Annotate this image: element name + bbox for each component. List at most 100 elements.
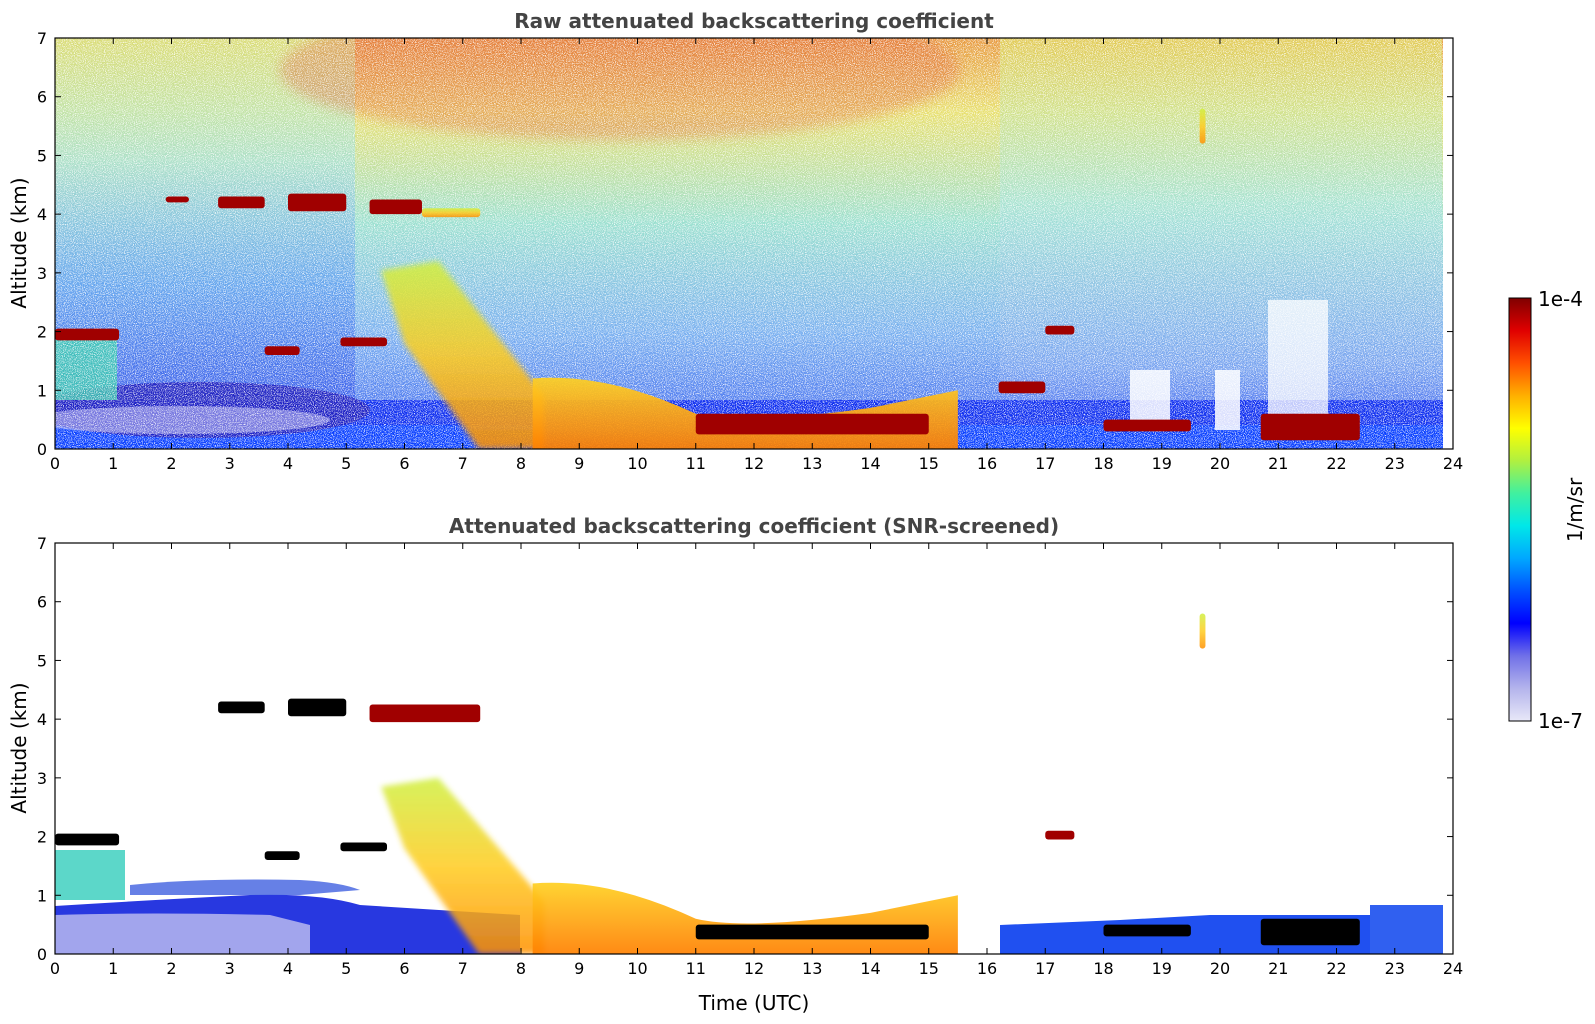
bottom-heatmap [55, 543, 1453, 954]
y-tick-label: 2 [37, 828, 47, 847]
x-tick-label: 17 [1035, 959, 1055, 978]
y-tick-label: 6 [37, 593, 47, 612]
x-axis-label: Time (UTC) [698, 991, 810, 1015]
x-tick-label: 8 [516, 454, 526, 473]
cloud-layer [695, 413, 929, 435]
cloud-layer [1045, 325, 1075, 335]
cloud-layer [218, 701, 265, 714]
bottom-panel-title: Attenuated backscattering coefficient (S… [449, 514, 1059, 538]
x-tick-label: 5 [341, 959, 351, 978]
y-tick-label: 0 [37, 440, 47, 459]
cloud-layer [998, 381, 1046, 394]
y-tick-label: 2 [37, 323, 47, 342]
x-tick-label: 24 [1443, 959, 1463, 978]
x-tick-label: 2 [166, 959, 176, 978]
cloud-layer [55, 833, 120, 846]
x-tick-label: 15 [919, 454, 939, 473]
cloud-layer [1260, 918, 1360, 946]
y-tick-label: 3 [37, 769, 47, 788]
top-heatmap [55, 38, 1453, 449]
x-tick-label: 19 [1152, 959, 1172, 978]
cloud-layer [1199, 613, 1206, 649]
x-tick-label: 6 [399, 454, 409, 473]
cloud-layer [1199, 108, 1206, 144]
x-tick-label: 7 [458, 454, 468, 473]
x-tick-label: 7 [458, 959, 468, 978]
cloud-layer [264, 346, 300, 356]
x-tick-label: 1 [108, 959, 118, 978]
y-tick-label: 5 [37, 146, 47, 165]
x-tick-label: 9 [574, 959, 584, 978]
cloud-layer [421, 208, 481, 218]
cloud-layer [1103, 924, 1191, 937]
x-tick-label: 6 [399, 959, 409, 978]
top-y-axis-label: Altitude (km) [7, 177, 31, 308]
x-tick-label: 0 [50, 454, 60, 473]
x-tick-label: 4 [283, 454, 293, 473]
x-tick-label: 15 [919, 959, 939, 978]
cloud-layer [369, 704, 481, 723]
x-tick-label: 16 [977, 454, 997, 473]
aerosol-plume [381, 777, 545, 954]
aerosol-plume [381, 261, 545, 449]
y-tick-label: 6 [37, 88, 47, 107]
x-tick-label: 21 [1268, 454, 1288, 473]
cloud-layer [340, 842, 388, 852]
x-tick-label: 2 [166, 454, 176, 473]
x-tick-label: 14 [860, 454, 880, 473]
cloud-layer [288, 193, 347, 212]
y-tick-label: 1 [37, 886, 47, 905]
y-tick-label: 7 [37, 29, 47, 48]
x-tick-label: 23 [1385, 454, 1405, 473]
cloud-layer [340, 337, 388, 347]
bottom-y-axis-label: Altitude (km) [7, 682, 31, 813]
x-tick-label: 3 [225, 959, 235, 978]
x-tick-label: 17 [1035, 454, 1055, 473]
x-tick-label: 22 [1326, 454, 1346, 473]
cloud-layer [1045, 830, 1075, 840]
y-tick-label: 3 [37, 264, 47, 283]
x-tick-label: 22 [1326, 959, 1346, 978]
x-tick-label: 23 [1385, 959, 1405, 978]
x-tick-label: 21 [1268, 959, 1288, 978]
x-tick-label: 13 [802, 454, 822, 473]
cloud-layer [369, 199, 422, 215]
colorbar-unit-label: 1/m/sr [1563, 477, 1587, 542]
x-tick-label: 8 [516, 959, 526, 978]
cloud-layer [1103, 419, 1191, 432]
cloud-layer [695, 924, 929, 940]
colorbar-min-label: 1e-7 [1538, 709, 1583, 733]
cloud-layer [288, 698, 347, 717]
cloud-layer [264, 851, 300, 861]
y-tick-label: 4 [37, 710, 47, 729]
x-tick-label: 19 [1152, 454, 1172, 473]
y-tick-label: 1 [37, 381, 47, 400]
cloud-layer [218, 196, 265, 209]
x-tick-label: 18 [1093, 959, 1113, 978]
x-tick-label: 11 [686, 454, 706, 473]
x-tick-label: 10 [627, 959, 647, 978]
top-panel-title: Raw attenuated backscattering coefficien… [514, 9, 994, 33]
x-tick-label: 5 [341, 454, 351, 473]
cloud-layer [55, 328, 120, 341]
x-tick-label: 20 [1210, 454, 1230, 473]
cloud-layer [165, 196, 189, 203]
x-tick-label: 4 [283, 959, 293, 978]
x-tick-label: 3 [225, 454, 235, 473]
y-tick-label: 0 [37, 945, 47, 964]
x-tick-label: 12 [744, 454, 764, 473]
x-tick-label: 10 [627, 454, 647, 473]
y-tick-label: 4 [37, 205, 47, 224]
colorbar-gradient [1508, 297, 1532, 722]
cloud-layer [1260, 413, 1360, 441]
x-tick-label: 1 [108, 454, 118, 473]
y-tick-label: 5 [37, 651, 47, 670]
x-tick-label: 12 [744, 959, 764, 978]
colorbar: 1e-4 1e-7 1/m/sr [1508, 287, 1587, 733]
x-tick-label: 24 [1443, 454, 1463, 473]
y-tick-label: 7 [37, 534, 47, 553]
x-tick-label: 16 [977, 959, 997, 978]
x-tick-label: 20 [1210, 959, 1230, 978]
x-tick-label: 13 [802, 959, 822, 978]
